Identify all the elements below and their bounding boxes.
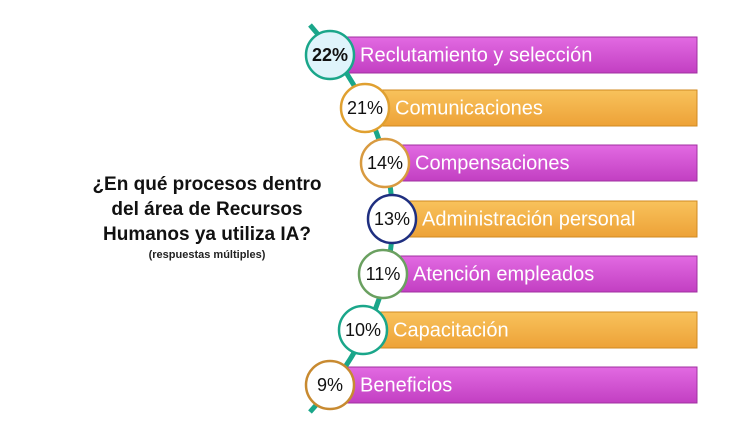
item-bar — [391, 200, 698, 238]
item-label: Reclutamiento y selección — [360, 44, 592, 66]
question-line: del área de Recursos — [111, 199, 302, 220]
item-circle — [366, 193, 418, 245]
bars: Reclutamiento y selección Comunicaciones C… — [329, 36, 698, 404]
item-circle — [357, 248, 409, 300]
item-label: Capacitación — [393, 319, 509, 341]
question-line: Humanos ya utiliza IA? — [103, 224, 311, 245]
circles: 22% 21% 14% 13% 11% 10% 9% — [304, 29, 418, 411]
item-circle — [304, 29, 356, 81]
item-label: Beneficios — [360, 374, 452, 396]
item-percent: 21% — [347, 98, 383, 118]
item-percent: 10% — [345, 320, 381, 340]
question-line: ¿En qué procesos dentro — [92, 174, 321, 195]
question: ¿En qué procesos dentro del área de Recu… — [92, 174, 321, 261]
item-percent: 14% — [367, 153, 403, 173]
item-bar — [382, 255, 698, 293]
item-circle — [337, 304, 389, 356]
item-percent: 11% — [366, 264, 401, 284]
item-circle — [304, 359, 356, 411]
question-note: (respuestas múltiples) — [149, 249, 266, 261]
item-label: Atención empleados — [413, 263, 594, 285]
item-bar — [329, 366, 698, 404]
item-bar — [329, 36, 698, 74]
item-bar — [384, 144, 698, 182]
item-percent: 22% — [312, 45, 348, 65]
item-percent: 9% — [317, 375, 343, 395]
item-label: Compensaciones — [415, 152, 570, 174]
item-bar — [362, 311, 698, 349]
item-label: Comunicaciones — [395, 97, 543, 119]
item-label: Administración personal — [422, 208, 635, 230]
item-circle — [359, 137, 411, 189]
item-bar — [364, 89, 698, 127]
item-percent: 13% — [374, 209, 410, 229]
item-circle — [339, 82, 391, 134]
